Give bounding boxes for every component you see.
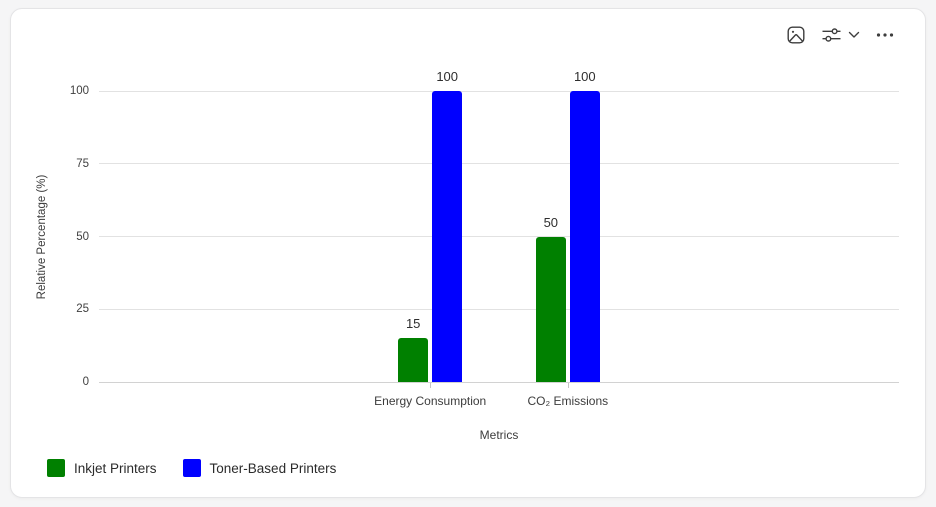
chevron-down-icon <box>848 31 860 39</box>
chart-legend: Inkjet Printers Toner-Based Printers <box>47 459 336 477</box>
image-export-icon <box>786 25 806 45</box>
bar-inkjet-printers-1 <box>398 338 429 382</box>
y-tick-label-0: 0 <box>82 376 89 388</box>
legend-label: Toner-Based Printers <box>209 460 337 476</box>
gridline-25 <box>99 308 899 310</box>
bar-chart: Relative Percentage (%) 0 25 50 75 100 15 100 E… <box>11 9 925 497</box>
bar-toner-based-printers-2 <box>569 91 600 382</box>
chart-card: Relative Percentage (%) 0 25 50 75 100 15 100 E… <box>10 8 926 498</box>
x-category-label: Energy Consumption <box>374 394 487 408</box>
filter-sliders-icon <box>821 25 842 45</box>
bar-value-label: 50 <box>543 214 559 230</box>
more-options-icon <box>875 25 895 45</box>
gridline-75 <box>99 163 899 165</box>
bar-inkjet-printers-2 <box>535 236 566 382</box>
legend-label: Inkjet Printers <box>74 460 157 476</box>
gridline-100 <box>99 90 899 92</box>
bar-value-label: 100 <box>573 69 596 84</box>
y-tick-label-75: 75 <box>76 157 89 170</box>
image-export-button[interactable] <box>786 25 806 45</box>
x-tick-mark <box>567 383 569 388</box>
legend-swatch <box>182 459 201 477</box>
legend-item: Inkjet Printers <box>47 459 157 477</box>
x-axis-title: Metrics <box>479 428 519 442</box>
more-options-button[interactable] <box>875 25 895 45</box>
chart-toolbar <box>786 25 895 45</box>
y-tick-label-50: 50 <box>76 230 89 243</box>
legend-item: Toner-Based Printers <box>182 459 337 477</box>
x-tick-mark <box>430 383 432 388</box>
bar-value-label: 100 <box>436 69 459 84</box>
gridline-50 <box>99 236 899 237</box>
gridline-0 <box>99 381 899 383</box>
x-category-label: CO₂ Emissions <box>527 394 609 408</box>
bar-toner-based-printers-1 <box>432 91 463 382</box>
legend-swatch <box>47 459 65 477</box>
filter-dropdown-button[interactable] <box>821 25 860 45</box>
y-tick-label-100: 100 <box>69 85 89 97</box>
bar-value-label: 15 <box>405 316 421 332</box>
y-tick-label-25: 25 <box>76 303 89 316</box>
